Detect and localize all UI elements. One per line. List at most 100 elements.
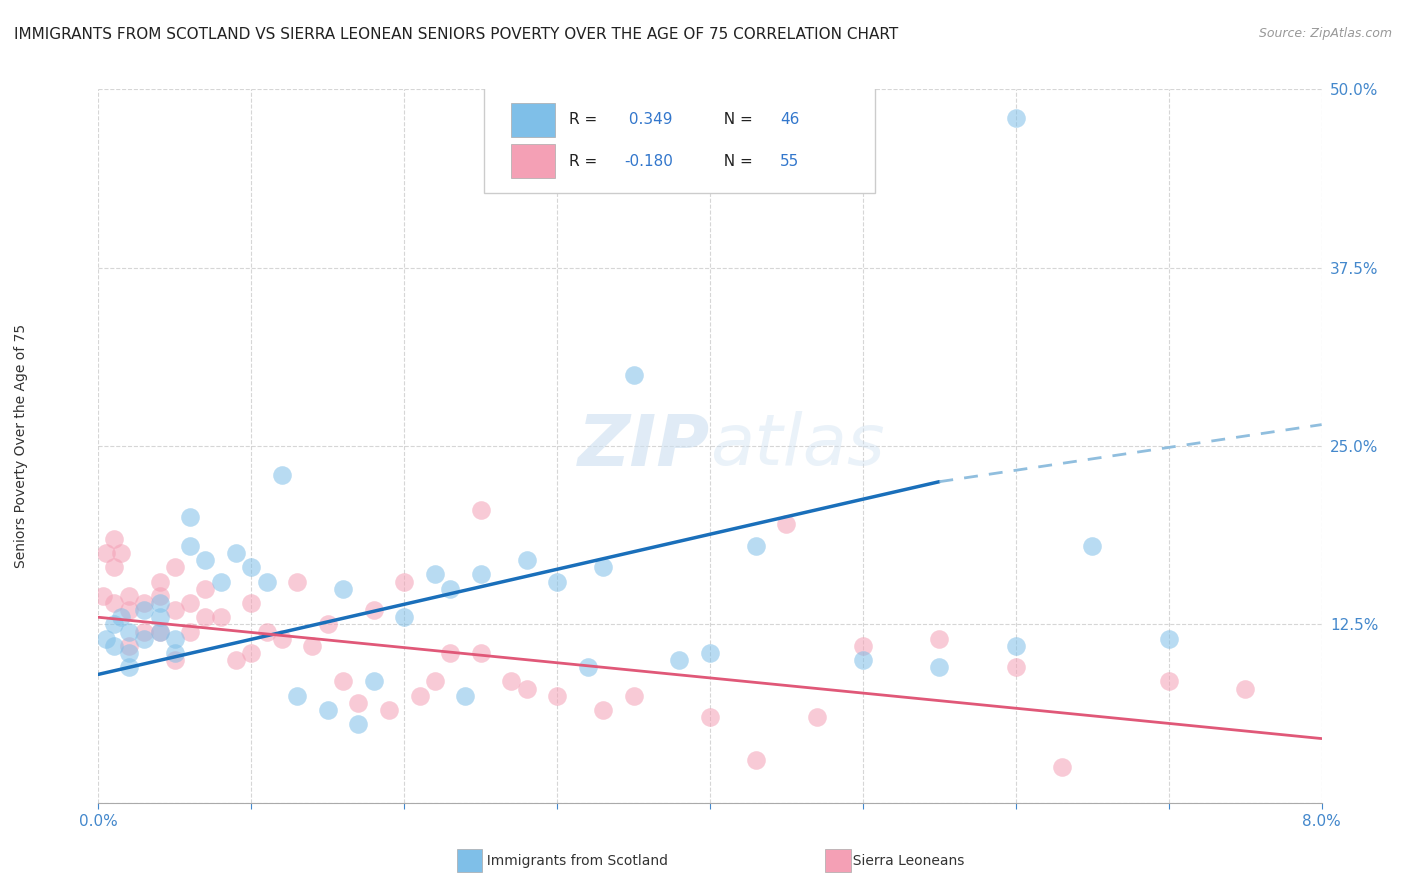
Point [110, 546, 132, 560]
Point [623, 689, 645, 703]
Text: atlas: atlas [710, 411, 884, 481]
Point [470, 646, 492, 660]
Point [149, 610, 172, 624]
Point [439, 646, 461, 660]
Point [179, 596, 201, 610]
Point [392, 574, 416, 589]
Text: Immigrants from Scotland: Immigrants from Scotland [478, 854, 668, 868]
Point [699, 710, 721, 724]
Point [240, 596, 263, 610]
Text: 0.349: 0.349 [624, 112, 673, 128]
Point [91, 589, 114, 603]
Point [745, 539, 768, 553]
FancyBboxPatch shape [510, 103, 555, 137]
Text: R =: R = [569, 153, 603, 169]
Point [454, 689, 477, 703]
Text: IMMIGRANTS FROM SCOTLAND VS SIERRA LEONEAN SENIORS POVERTY OVER THE AGE OF 75 CO: IMMIGRANTS FROM SCOTLAND VS SIERRA LEONE… [14, 27, 898, 42]
Point [103, 596, 125, 610]
Point [363, 674, 385, 689]
Point [149, 596, 172, 610]
Point [1234, 681, 1257, 696]
Point [316, 617, 339, 632]
Point [110, 610, 132, 624]
Point [408, 689, 430, 703]
FancyBboxPatch shape [484, 82, 875, 193]
Text: ZIP: ZIP [578, 411, 710, 481]
Text: R =: R = [569, 112, 603, 128]
Point [347, 696, 370, 710]
Text: Sierra Leoneans: Sierra Leoneans [844, 854, 965, 868]
Point [163, 653, 186, 667]
Point [347, 717, 370, 731]
Point [118, 646, 141, 660]
Point [149, 589, 172, 603]
Point [546, 689, 568, 703]
Point [194, 553, 217, 567]
Point [163, 560, 186, 574]
Text: -0.180: -0.180 [624, 153, 673, 169]
Point [668, 653, 690, 667]
Point [103, 617, 125, 632]
Point [103, 639, 125, 653]
Point [179, 510, 201, 524]
Point [516, 553, 538, 567]
Point [576, 660, 599, 674]
Point [1004, 639, 1026, 653]
FancyBboxPatch shape [510, 145, 555, 178]
Point [163, 603, 186, 617]
Point [270, 632, 294, 646]
Point [775, 517, 797, 532]
Point [134, 596, 156, 610]
Point [209, 610, 232, 624]
Point [179, 624, 201, 639]
Point [285, 689, 308, 703]
Point [163, 646, 186, 660]
Point [316, 703, 339, 717]
Point [592, 560, 614, 574]
Point [209, 574, 232, 589]
Point [1050, 760, 1073, 774]
Point [134, 624, 156, 639]
Point [546, 574, 568, 589]
Point [423, 674, 446, 689]
Point [592, 703, 614, 717]
Point [928, 660, 950, 674]
Point [285, 574, 308, 589]
Point [118, 589, 141, 603]
Point [332, 674, 354, 689]
Point [392, 610, 416, 624]
Point [332, 582, 354, 596]
Point [1004, 111, 1026, 125]
Point [118, 603, 141, 617]
Text: N =: N = [714, 153, 758, 169]
Point [699, 646, 721, 660]
Point [745, 753, 768, 767]
Point [852, 653, 875, 667]
Point [1004, 660, 1026, 674]
Point [852, 639, 875, 653]
Point [516, 681, 538, 696]
Point [256, 624, 278, 639]
Point [1157, 632, 1180, 646]
Point [240, 646, 263, 660]
Point [149, 624, 172, 639]
Point [179, 539, 201, 553]
Text: 55: 55 [780, 153, 799, 169]
Point [240, 560, 263, 574]
Point [270, 467, 294, 482]
Point [439, 582, 461, 596]
Point [423, 567, 446, 582]
Point [470, 503, 492, 517]
Point [225, 653, 247, 667]
Point [363, 603, 385, 617]
Point [134, 632, 156, 646]
Point [194, 610, 217, 624]
Point [149, 624, 172, 639]
Point [163, 632, 186, 646]
Point [1157, 674, 1180, 689]
Point [94, 632, 117, 646]
Point [134, 603, 156, 617]
Text: N =: N = [714, 112, 758, 128]
Point [470, 567, 492, 582]
Point [806, 710, 828, 724]
